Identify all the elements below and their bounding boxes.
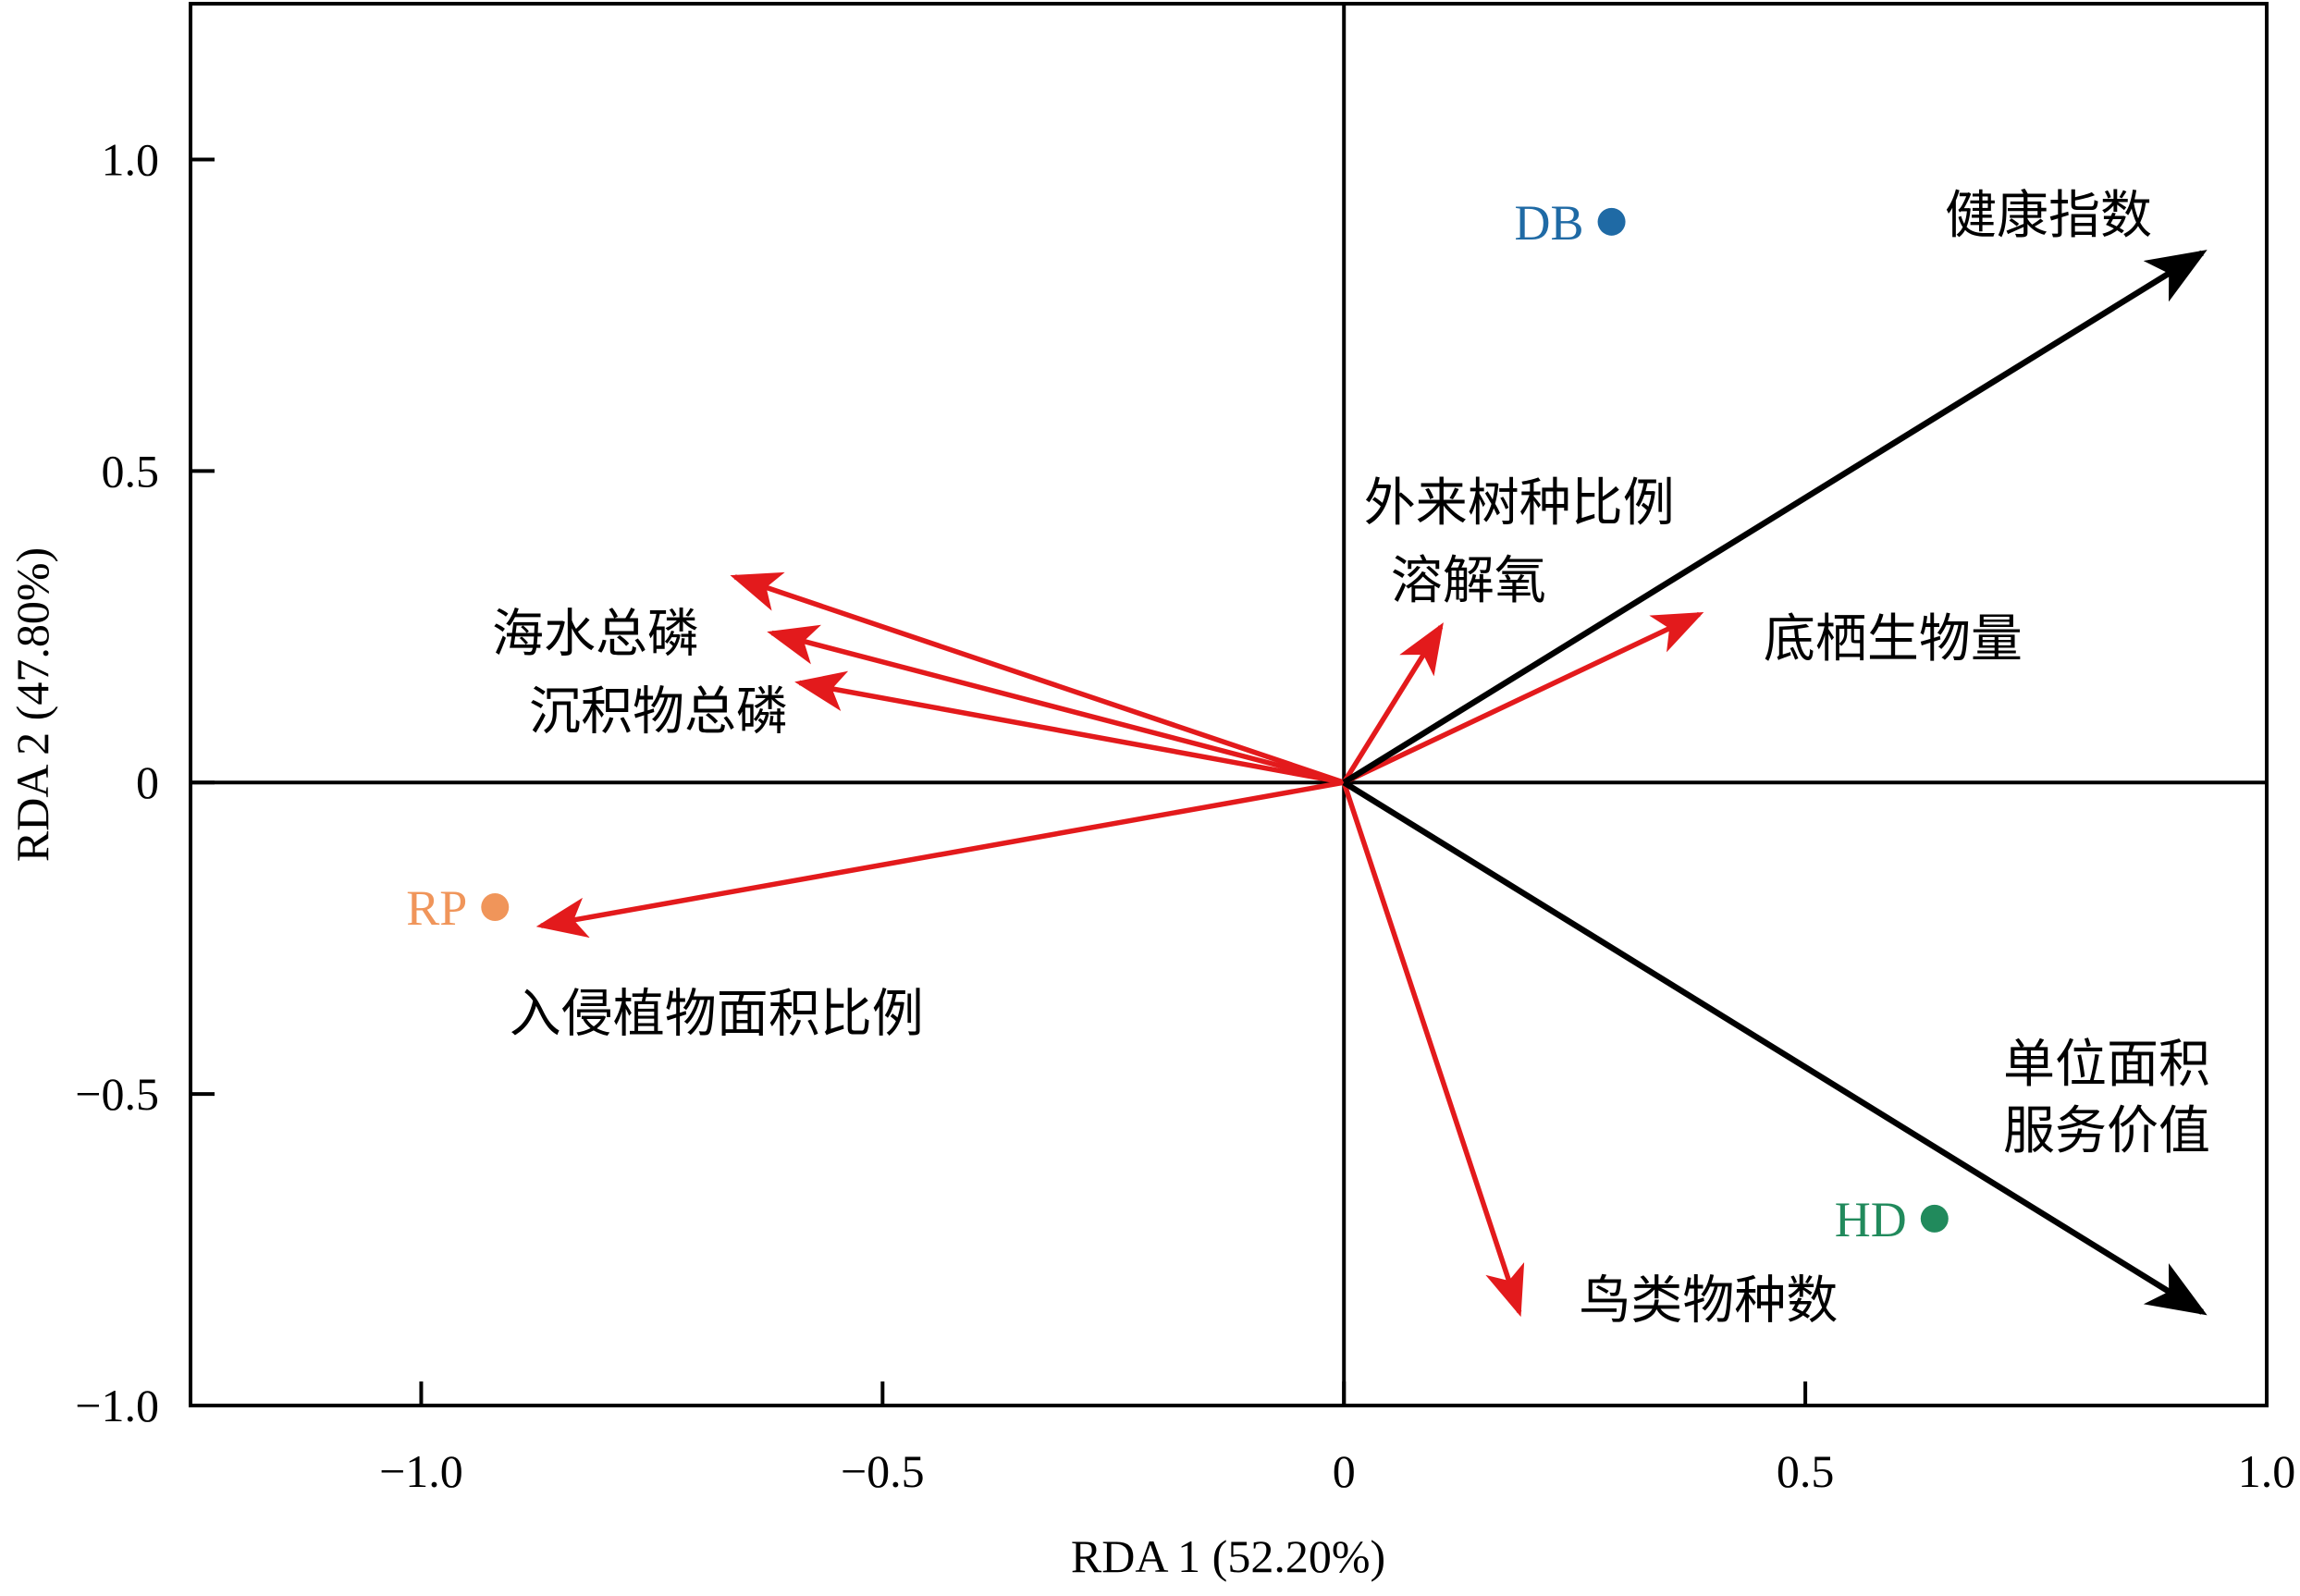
x-tick-label: −1.0 (379, 1445, 463, 1497)
explanatory-vector-arrow (794, 670, 1345, 785)
origin-lines (191, 4, 2267, 1406)
explanatory-vector-label: 鸟类物种数 (1579, 1271, 1838, 1331)
response-vector-arrow (1342, 250, 2208, 785)
x-tick-label: −0.5 (841, 1445, 925, 1497)
site-point (1920, 1204, 1949, 1233)
x-tick-label: 0 (1333, 1445, 1356, 1497)
y-tick-label: 1.0 (102, 133, 160, 185)
y-axis-ticks: 1.0 0.5 0 −0.5 −1.0 (75, 133, 215, 1431)
y-tick-label: −0.5 (75, 1068, 159, 1120)
explanatory-vector-arrow (535, 780, 1345, 939)
response-vector-arrow (1342, 780, 2208, 1316)
y-tick-label: 0 (136, 756, 159, 808)
response-vector-label: 健康指数 (1945, 186, 2152, 246)
explanatory-vector-label: 入侵植物面积比例 (510, 985, 924, 1045)
y-tick-label: −1.0 (75, 1380, 159, 1431)
site-point (481, 892, 510, 921)
response-vector-label: 单位面积服务价值 (2003, 1035, 2210, 1161)
explanatory-vector-arrow (730, 571, 1346, 785)
site-label: DB (1515, 195, 1584, 251)
explanatory-vector-arrow (767, 624, 1345, 785)
explanatory-vector-arrow (1341, 781, 1525, 1318)
site-label: RP (406, 880, 467, 936)
x-tick-label: 0.5 (1777, 1445, 1835, 1497)
explanatory-vector-label: 外来树种比例 (1364, 473, 1675, 534)
explanatory-vector-arrow (1341, 622, 1444, 784)
vectors (535, 250, 2208, 1318)
site-point (1597, 207, 1626, 236)
response-vector-label-line: 服务价值 (2003, 1101, 2210, 1161)
x-tick-label: 1.0 (2238, 1445, 2296, 1497)
plot-frame (189, 2, 2269, 1407)
explanatory-vector-arrow (1343, 611, 1704, 785)
y-tick-label: 0.5 (102, 445, 160, 497)
explanatory-vector-label: 底栖生物量 (1764, 609, 2023, 669)
y-axis-label: RDA 2 (47.80%) (6, 547, 58, 862)
explanatory-vector-label: 海水总磷 (492, 605, 699, 665)
site-label: HD (1835, 1192, 1907, 1247)
response-vector-label-line: 单位面积 (2003, 1035, 2210, 1095)
x-axis-label: RDA 1 (52.20%) (1071, 1530, 1385, 1582)
site-points: DB RP HD (406, 195, 1949, 1247)
x-axis-ticks: −1.0 −0.5 0 0.5 1.0 (379, 1381, 2295, 1497)
explanatory-vector-label: 溶解氧 (1391, 551, 1546, 611)
explanatory-vector-label: 沉积物总磷 (529, 682, 788, 743)
